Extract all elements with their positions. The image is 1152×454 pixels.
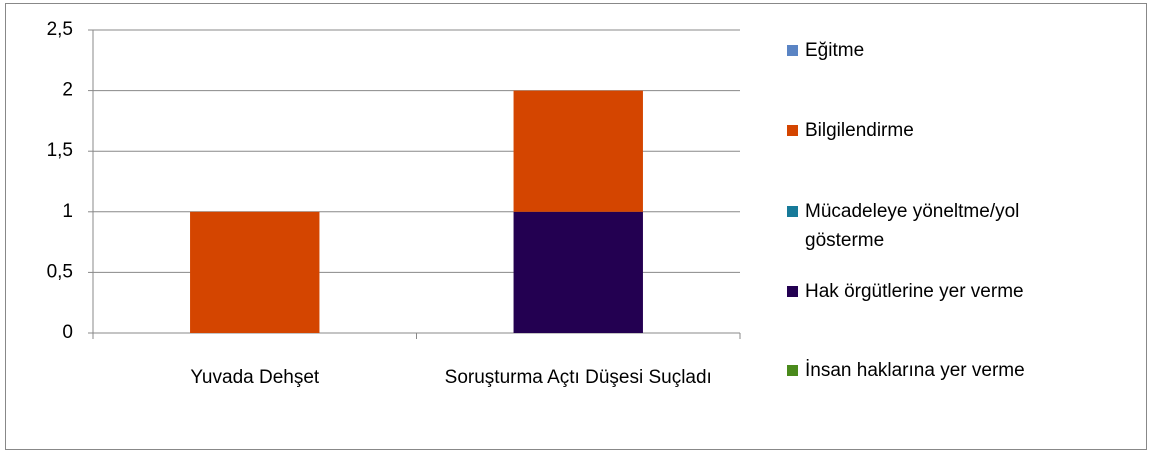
legend-label: Hak örgütlerine yer verme [805,281,1024,302]
legend-label: Bilgilendirme [805,120,914,141]
legend-swatch [787,206,798,217]
y-tick-label: 1,5 [47,140,73,161]
legend-label: Eğitme [805,40,865,61]
legend-swatch [787,45,798,56]
legend-label: İnsan haklarına yer verme [805,360,1025,381]
legend-swatch [787,286,798,297]
legend-swatch [787,125,798,136]
x-tick-label: Soruşturma Açtı Düşesi Suçladı [444,367,712,388]
x-tick-label: Yuvada Dehşet [190,367,320,388]
bar [190,211,320,333]
y-tick-label: 2,5 [47,19,73,40]
bar [513,90,643,212]
y-tick-label: 0,5 [47,261,73,282]
legend-swatch [787,365,798,376]
legend-label: Mücadeleye yöneltme/yol gösterme [805,201,1020,251]
y-tick-label: 0 [62,322,73,343]
y-tick-label: 2 [62,80,73,101]
bar [513,211,643,333]
y-tick-label: 1 [62,201,73,222]
